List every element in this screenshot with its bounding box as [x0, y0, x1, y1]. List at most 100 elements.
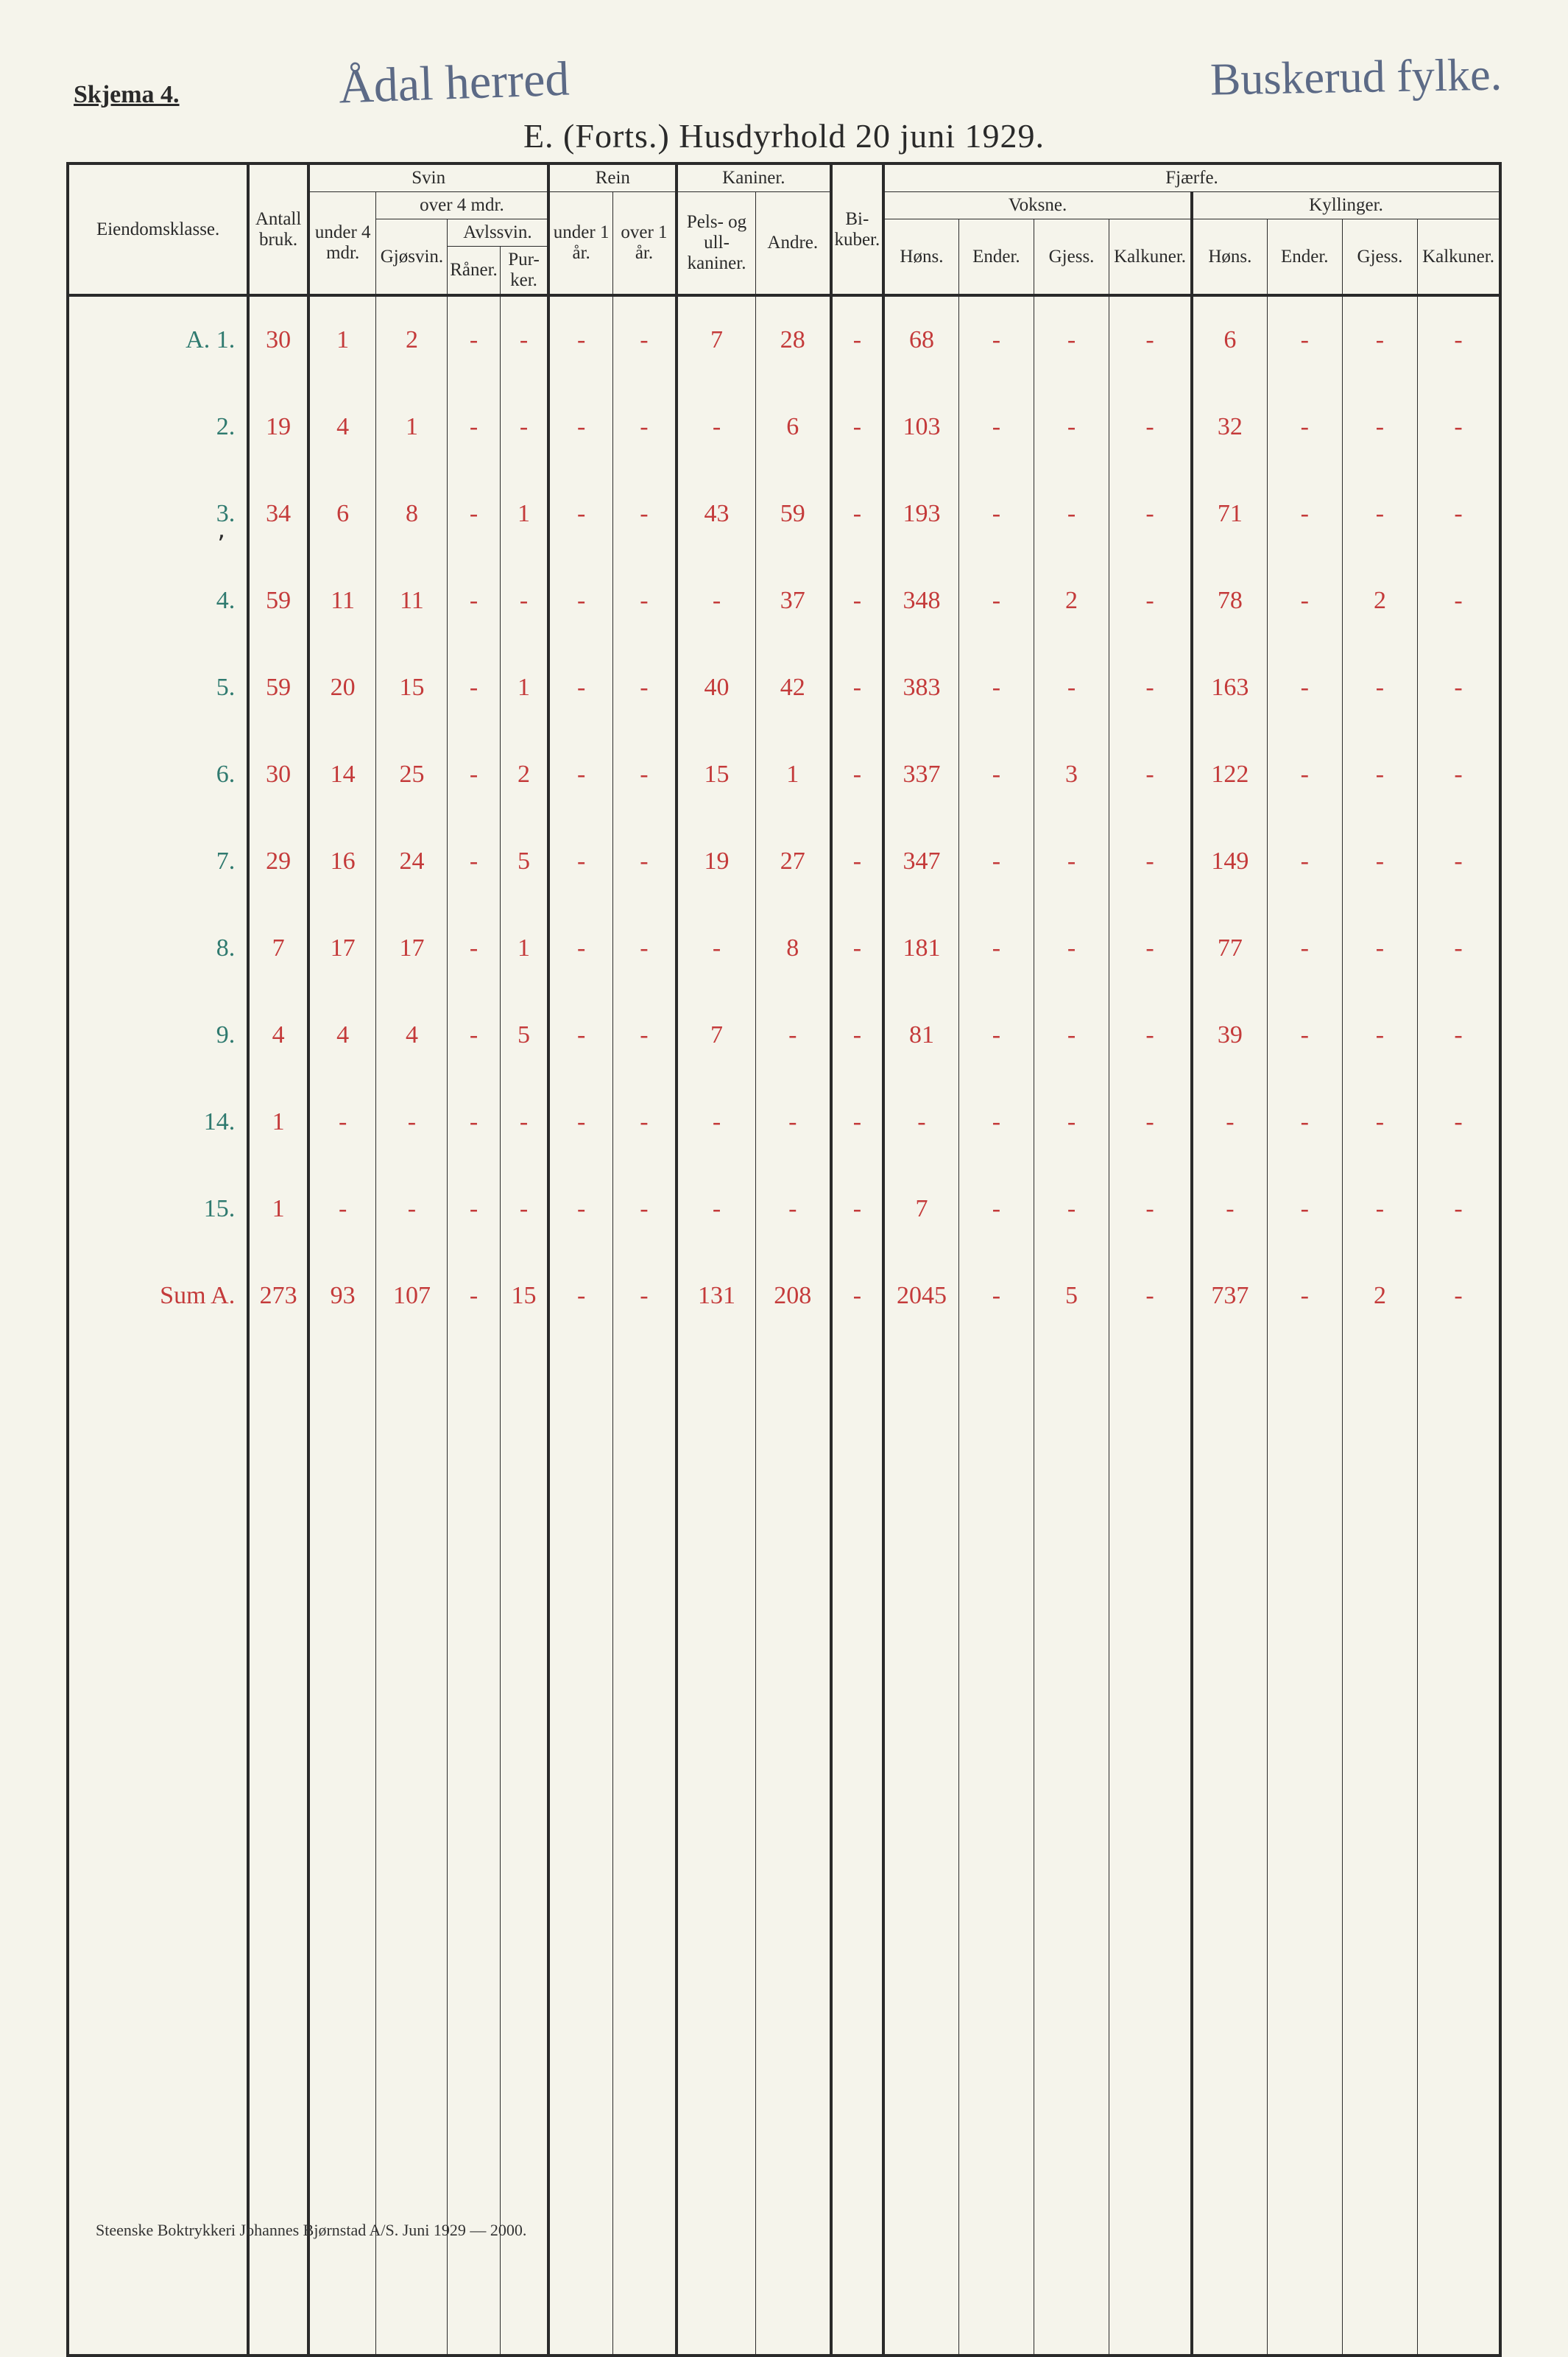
- row-label: 6.: [68, 731, 248, 818]
- data-cell: -: [448, 731, 500, 818]
- data-cell: -: [1418, 295, 1500, 384]
- table-row: 6.301425-2--151-337-3-122---: [68, 731, 1500, 818]
- data-cell: 11: [376, 557, 448, 644]
- data-cell: -: [1342, 644, 1417, 731]
- data-cell: 78: [1192, 557, 1267, 644]
- data-cell: 7: [677, 992, 755, 1079]
- data-cell: 7: [677, 295, 755, 384]
- data-cell: 2: [1342, 557, 1417, 644]
- data-cell: -: [958, 557, 1034, 644]
- data-cell: -: [958, 1166, 1034, 1253]
- data-cell: -: [548, 557, 612, 644]
- col-voksne-hons: Høns.: [883, 219, 958, 296]
- empty-cell: [677, 1339, 755, 2356]
- empty-cell: [883, 1339, 958, 2356]
- row-label: 7.: [68, 818, 248, 905]
- data-cell: 59: [248, 557, 308, 644]
- data-cell: -: [1418, 818, 1500, 905]
- data-cell: -: [548, 1166, 612, 1253]
- data-cell: -: [1267, 1079, 1342, 1166]
- data-cell: 208: [755, 1253, 830, 1339]
- empty-cell: [248, 1339, 308, 2356]
- data-cell: -: [1109, 905, 1192, 992]
- table-row: 9.444-5--7--81---39---: [68, 992, 1500, 1079]
- data-cell: 273: [248, 1253, 308, 1339]
- empty-cell: [958, 1339, 1034, 2356]
- col-kyll-gjess: Gjess.: [1342, 219, 1417, 296]
- data-cell: 93: [308, 1253, 376, 1339]
- data-cell: -: [831, 384, 884, 471]
- table-row: 14.1-----------------: [68, 1079, 1500, 1166]
- data-cell: -: [755, 992, 830, 1079]
- data-cell: -: [958, 644, 1034, 731]
- data-cell: -: [448, 992, 500, 1079]
- data-cell: 2: [500, 731, 548, 818]
- data-cell: -: [831, 1253, 884, 1339]
- data-cell: -: [1267, 905, 1342, 992]
- data-cell: -: [1109, 1166, 1192, 1253]
- data-cell: 24: [376, 818, 448, 905]
- empty-cell: [376, 1339, 448, 2356]
- data-cell: -: [1418, 731, 1500, 818]
- col-voksne-gjess: Gjess.: [1034, 219, 1109, 296]
- data-cell: 19: [248, 384, 308, 471]
- data-cell: -: [1267, 1166, 1342, 1253]
- data-cell: -: [376, 1166, 448, 1253]
- data-cell: -: [1034, 644, 1109, 731]
- data-cell: 77: [1192, 905, 1267, 992]
- data-cell: 11: [308, 557, 376, 644]
- data-cell: -: [1034, 992, 1109, 1079]
- data-cell: -: [612, 295, 677, 384]
- data-cell: 30: [248, 731, 308, 818]
- data-cell: -: [548, 818, 612, 905]
- data-cell: 29: [248, 818, 308, 905]
- data-cell: 40: [677, 644, 755, 731]
- data-cell: -: [448, 384, 500, 471]
- data-cell: 383: [883, 644, 958, 731]
- data-cell: 1: [500, 471, 548, 557]
- data-cell: 1: [376, 384, 448, 471]
- data-cell: -: [958, 471, 1034, 557]
- data-cell: -: [612, 992, 677, 1079]
- empty-cell: [308, 1339, 376, 2356]
- col-antall-bruk: Antall bruk.: [248, 163, 308, 295]
- data-cell: -: [448, 557, 500, 644]
- data-cell: -: [1034, 818, 1109, 905]
- data-cell: -: [376, 1079, 448, 1166]
- col-svin-purker: Pur-ker.: [500, 247, 548, 296]
- data-cell: 1: [248, 1166, 308, 1253]
- data-cell: -: [1342, 992, 1417, 1079]
- col-rein-over1: over 1 år.: [612, 192, 677, 296]
- data-cell: -: [958, 295, 1034, 384]
- data-cell: -: [755, 1166, 830, 1253]
- col-rein: Rein: [548, 163, 677, 192]
- data-cell: -: [958, 731, 1034, 818]
- data-cell: -: [1342, 295, 1417, 384]
- data-cell: -: [677, 1166, 755, 1253]
- col-fjaerfe: Fjærfe.: [883, 163, 1500, 192]
- data-cell: 19: [677, 818, 755, 905]
- data-cell: -: [612, 644, 677, 731]
- row-label: 5.: [68, 644, 248, 731]
- empty-cell: [548, 1339, 612, 2356]
- col-bikuber: Bi-kuber.: [831, 163, 884, 295]
- data-cell: 5: [1034, 1253, 1109, 1339]
- data-cell: -: [548, 1253, 612, 1339]
- data-cell: -: [1109, 1253, 1192, 1339]
- data-cell: -: [1109, 731, 1192, 818]
- empty-cell: [612, 1339, 677, 2356]
- data-cell: -: [548, 731, 612, 818]
- table-row: Sum A.27393107-15--131208-2045-5-737-2-: [68, 1253, 1500, 1339]
- data-cell: 103: [883, 384, 958, 471]
- data-cell: -: [1034, 295, 1109, 384]
- col-kyll-kalkuner: Kalkuner.: [1418, 219, 1500, 296]
- data-cell: -: [831, 557, 884, 644]
- data-cell: -: [958, 818, 1034, 905]
- data-cell: 2: [376, 295, 448, 384]
- data-cell: 8: [755, 905, 830, 992]
- data-cell: -: [308, 1166, 376, 1253]
- data-cell: -: [1267, 992, 1342, 1079]
- data-cell: -: [612, 1166, 677, 1253]
- data-cell: -: [1342, 384, 1417, 471]
- data-cell: -: [831, 992, 884, 1079]
